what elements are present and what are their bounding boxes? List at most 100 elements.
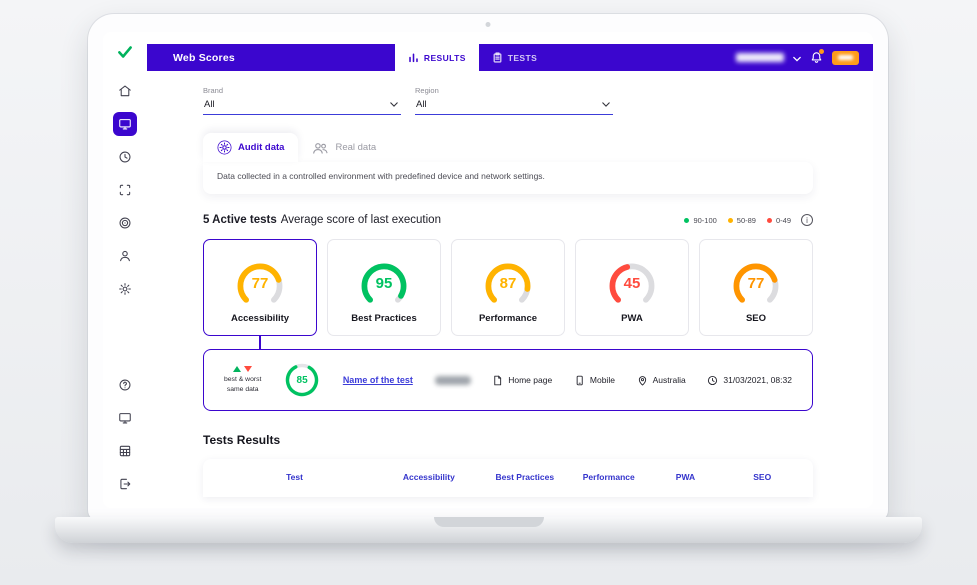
grid-icon <box>119 445 131 457</box>
gauge-cards: 77 Accessibility 95 Best Practices 87 Perform… <box>203 239 813 336</box>
sidebar-nav-bottom <box>113 373 137 496</box>
document-icon <box>494 375 502 385</box>
sidebar-item-logout[interactable] <box>113 472 137 496</box>
page-title: Web Scores <box>173 51 235 64</box>
app-logo[interactable] <box>114 41 136 63</box>
score-legend: 90-100 50-89 0-49 <box>684 216 791 225</box>
logout-icon <box>120 478 131 490</box>
sidebar-item-help[interactable] <box>113 373 137 397</box>
sidebar <box>103 32 147 508</box>
region-select[interactable]: Region All <box>415 86 613 115</box>
best-worst-line2: same data <box>226 385 259 393</box>
sidebar-item-reports[interactable] <box>113 439 137 463</box>
gear-circle-icon <box>217 140 232 155</box>
target-icon <box>119 217 131 229</box>
sidebar-item-targets[interactable] <box>113 211 137 235</box>
score-card-best-practices[interactable]: 95 Best Practices <box>327 239 441 336</box>
time-info-label: 31/03/2021, 08:32 <box>723 375 792 385</box>
detail-score-ring-fill <box>285 363 319 397</box>
detail-score-value: 85 <box>296 374 308 386</box>
gauge-value: 95 <box>375 275 393 292</box>
tab-tests[interactable]: TESTS <box>479 44 550 71</box>
brand-select-label: Brand <box>203 86 224 95</box>
content: Brand All Region All <box>147 71 873 508</box>
brand-badge[interactable] <box>832 50 859 65</box>
gauge: 87 <box>475 253 541 308</box>
active-tests-title: 5 Active tests Average score of last exec… <box>203 214 441 226</box>
sidebar-nav-top <box>113 79 137 301</box>
notification-bell-icon[interactable] <box>810 49 824 64</box>
sidebar-item-settings[interactable] <box>113 277 137 301</box>
laptop-base <box>55 517 922 543</box>
checkmark-logo-icon <box>118 46 132 58</box>
sidebar-item-scan[interactable] <box>113 178 137 202</box>
legend-dot <box>766 217 772 223</box>
legend-item: 50-89 <box>727 216 756 225</box>
gear-icon <box>119 283 131 295</box>
mobile-icon <box>576 375 583 385</box>
legend-dot <box>684 217 690 223</box>
people-icon <box>313 142 328 154</box>
tab-audit-data[interactable]: Audit data <box>203 133 299 162</box>
column-header-pwa: PWA <box>675 472 696 482</box>
page-info-label: Home page <box>508 375 553 385</box>
test-name-link[interactable]: Name of the test <box>342 375 413 385</box>
brand-select-value: All <box>204 99 215 110</box>
column-header-performance: Performance <box>582 472 635 482</box>
legend-item: 0-49 <box>766 216 791 225</box>
user-name-blurred[interactable] <box>736 53 784 62</box>
time-info: 31/03/2021, 08:32 <box>707 375 792 386</box>
sidebar-item-web-scores[interactable] <box>113 112 137 136</box>
chevron-down-icon <box>602 102 610 107</box>
laptop-camera <box>485 22 491 27</box>
help-icon <box>119 379 131 391</box>
page-info: Home page <box>492 375 552 386</box>
column-header-seo: SEO <box>753 472 772 482</box>
arrow-up-icon <box>233 365 242 372</box>
topbar: Web Scores RESULTS TESTS <box>147 44 873 71</box>
laptop-screen: Web Scores RESULTS TESTS <box>103 32 873 508</box>
sidebar-item-home[interactable] <box>113 79 137 103</box>
active-tests-subtitle: Average score of last execution <box>280 214 441 226</box>
info-icon[interactable]: i <box>801 214 813 226</box>
gauge-value: 77 <box>747 275 765 292</box>
detail-score-ring: 85 <box>283 361 321 399</box>
active-tests-count: 5 Active tests <box>203 214 277 226</box>
laptop-mockup: Web Scores RESULTS TESTS <box>88 14 888 522</box>
home-icon <box>119 85 131 97</box>
blurred-value <box>434 375 471 385</box>
gauge-value: 77 <box>251 275 269 292</box>
score-card-accessibility[interactable]: 77 Accessibility <box>203 239 317 336</box>
legend-item: 90-100 <box>684 216 717 225</box>
sidebar-item-devices[interactable] <box>113 406 137 430</box>
score-card-seo[interactable]: 77 SEO <box>699 239 813 336</box>
location-pin-icon <box>638 375 646 386</box>
score-card-pwa[interactable]: 45 PWA <box>575 239 689 336</box>
filters-row: Brand All Region All <box>203 86 813 115</box>
laptop-base-notch <box>433 517 544 527</box>
sidebar-item-users[interactable] <box>113 244 137 268</box>
score-card-label: SEO <box>745 313 767 324</box>
score-card-performance[interactable]: 87 Performance <box>451 239 565 336</box>
chevron-down-icon[interactable] <box>793 49 801 67</box>
score-card-label: Performance <box>478 313 538 324</box>
nav-tabs: RESULTS TESTS <box>394 44 550 71</box>
score-card-label: Accessibility <box>230 313 290 324</box>
gauge: 95 <box>351 253 417 308</box>
data-tabs-block: Audit data Real data Data collected in a… <box>203 133 813 194</box>
chevron-down-icon <box>390 102 398 107</box>
sidebar-item-history[interactable] <box>113 145 137 169</box>
device-info: Mobile <box>574 375 615 386</box>
section-header: 5 Active tests Average score of last exec… <box>203 214 813 226</box>
fullscreen-icon <box>119 184 131 196</box>
results-table-header: Test Accessibility Best Practices Performan… <box>203 459 813 497</box>
tab-results[interactable]: RESULTS <box>394 44 479 71</box>
brand-select[interactable]: Brand All <box>203 86 401 115</box>
display-icon <box>119 413 131 424</box>
best-worst-line1: best & worst <box>224 375 262 383</box>
region-select-label: Region <box>415 86 439 95</box>
topbar-right <box>736 49 859 67</box>
tab-real-data[interactable]: Real data <box>298 133 390 162</box>
web-scores-app: Web Scores RESULTS TESTS <box>103 32 873 508</box>
data-tabs: Audit data Real data <box>203 133 813 162</box>
